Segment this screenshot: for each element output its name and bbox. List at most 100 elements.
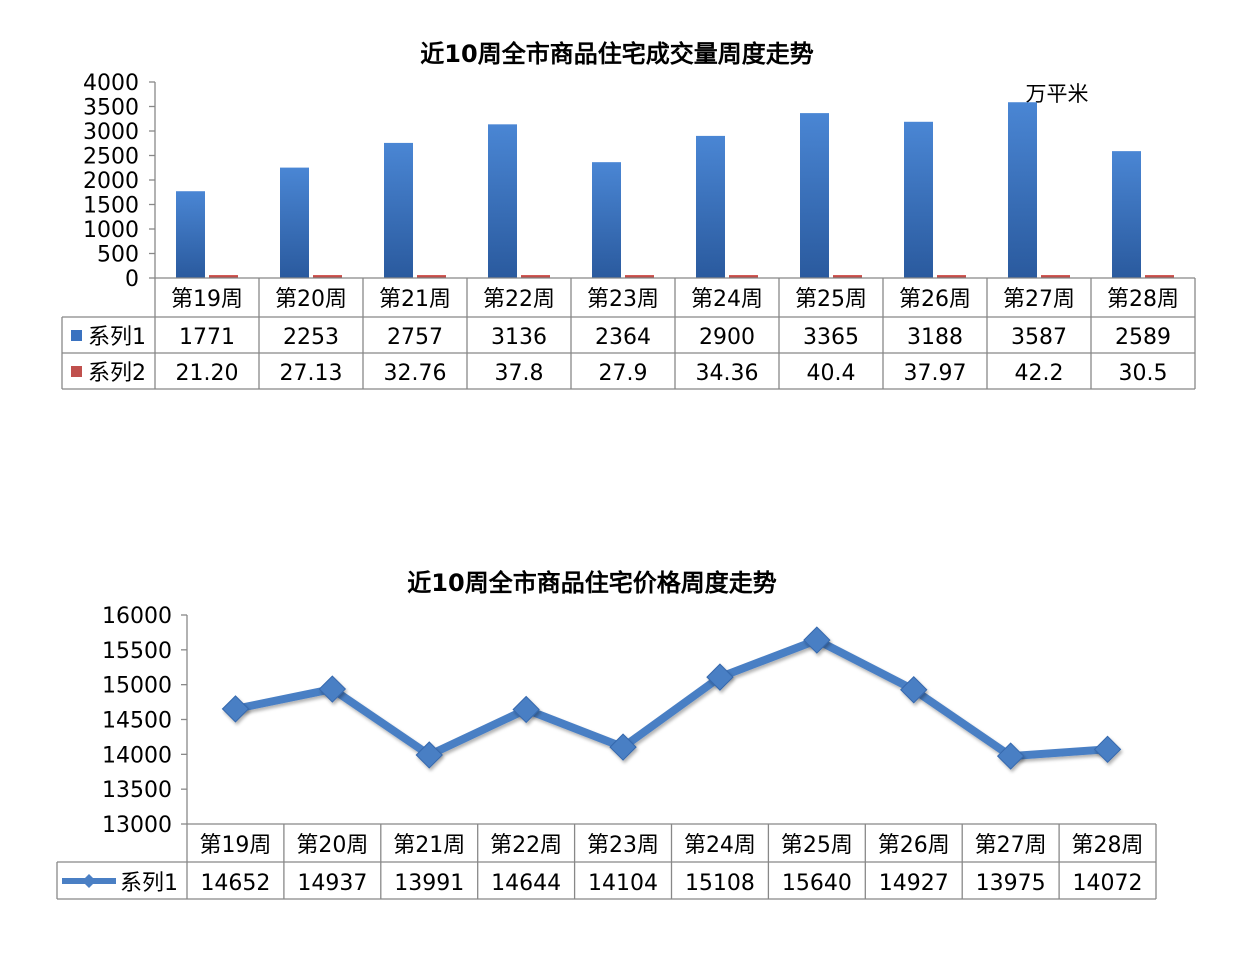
bar-chart-bars: [176, 102, 1174, 279]
data-label-series-1: 14644: [491, 871, 561, 896]
data-label-series-2: 32.76: [384, 361, 447, 386]
data-point-marker: [900, 676, 928, 704]
bar-series-2: [313, 275, 342, 278]
data-label-series-1: 3136: [491, 325, 547, 350]
data-label-series-1: 2364: [595, 325, 651, 350]
bar-series-1: [176, 191, 205, 278]
bar-chart-data-table: 第19周 1771 21.20 第20周 2253 27.13 第21周 2757 32.76 第…: [61, 277, 1196, 390]
data-label-series-2: 37.97: [904, 361, 967, 386]
x-category-label: 第19周: [199, 833, 271, 858]
x-category-label: 第25周: [795, 287, 867, 312]
unit-label: 万平米: [1026, 82, 1089, 106]
data-label-series-1: 1771: [179, 325, 235, 350]
x-category-label: 第20周: [275, 287, 347, 312]
y-tick-label: 1000: [83, 218, 139, 243]
data-point-marker: [318, 675, 347, 703]
bar-series-2: [1041, 275, 1070, 278]
legend-key-series-2: [71, 366, 82, 377]
x-category-label: 第22周: [490, 833, 562, 858]
legend-label-series-1: 系列1: [120, 871, 178, 896]
y-tick-label: 16000: [102, 604, 172, 629]
x-category-label: 第24周: [691, 287, 763, 312]
data-label-series-1: 14072: [1073, 871, 1143, 896]
bar-series-1: [904, 121, 933, 279]
x-category-label: 第27周: [1003, 287, 1075, 312]
data-label-series-1: 3587: [1011, 325, 1067, 350]
y-tick-label: 1500: [83, 194, 139, 219]
bar-series-2: [521, 275, 550, 278]
data-label-series-1: 2900: [699, 325, 755, 350]
data-label-series-2: 34.36: [696, 361, 759, 386]
data-label-series-1: 14927: [879, 871, 949, 896]
line-chart-series: [221, 626, 1122, 770]
bar-series-2: [937, 275, 966, 278]
data-label-series-1: 3365: [803, 325, 859, 350]
bar-series-2: [729, 275, 758, 278]
legend-label-series-2: 系列2: [88, 361, 146, 386]
data-point-marker: [803, 626, 831, 654]
x-category-label: 第28周: [1072, 833, 1144, 858]
data-label-series-1: 2757: [387, 325, 443, 350]
data-point-marker: [512, 695, 540, 724]
y-tick-label: 14500: [102, 709, 172, 734]
x-category-label: 第23周: [587, 287, 659, 312]
data-point-marker: [996, 742, 1025, 770]
y-tick-label: 14000: [102, 743, 172, 768]
bar-series-1: [384, 142, 413, 278]
bar-chart: 近10周全市商品住宅成交量周度走势 万平米 050010001500200025…: [61, 40, 1196, 390]
legend-key-series-1: [71, 330, 82, 341]
data-label-series-2: 27.9: [599, 361, 648, 386]
data-label-series-2: 21.20: [176, 361, 239, 386]
x-category-label: 第21周: [379, 287, 451, 312]
bar-series-2: [1145, 275, 1174, 278]
bar-series-1: [280, 167, 309, 278]
bar-series-1: [696, 135, 725, 278]
x-category-label: 第20周: [296, 833, 368, 858]
data-point-marker: [1093, 735, 1122, 764]
data-point-marker: [609, 733, 637, 761]
y-tick-label: 2500: [83, 145, 139, 170]
x-category-label: 第26周: [899, 287, 971, 312]
data-label-series-2: 37.8: [495, 361, 544, 386]
x-category-label: 第24周: [684, 833, 756, 858]
bar-series-1: [1112, 151, 1141, 278]
line-chart: 近10周全市商品住宅价格周度走势 13000 13500 14000 14500 150…: [56, 569, 1157, 900]
x-category-label: 第27周: [975, 833, 1047, 858]
data-point-marker: [706, 663, 734, 691]
data-label-series-2: 30.5: [1119, 361, 1168, 386]
y-tick-label: 4000: [83, 71, 139, 96]
data-label-series-1: 13991: [394, 871, 464, 896]
bar-series-1: [1008, 102, 1037, 278]
data-label-series-1: 3188: [907, 325, 963, 350]
legend-key-marker: [82, 874, 96, 888]
x-category-label: 第25周: [781, 833, 853, 858]
x-category-label: 第22周: [483, 287, 555, 312]
data-label-series-1: 14937: [297, 871, 367, 896]
bar-series-1: [592, 162, 621, 278]
y-tick-label: 500: [97, 243, 139, 268]
data-label-series-1: 14104: [588, 871, 658, 896]
data-label-series-2: 40.4: [807, 361, 856, 386]
data-label-series-2: 42.2: [1015, 361, 1064, 386]
y-tick-label: 3500: [83, 96, 139, 121]
bar-series-2: [209, 275, 238, 278]
y-tick-label: 13500: [102, 778, 172, 803]
y-tick-label: 2000: [83, 169, 139, 194]
data-label-series-2: 27.13: [280, 361, 343, 386]
data-label-series-1: 15108: [685, 871, 755, 896]
data-label-series-1: 2589: [1115, 325, 1171, 350]
bar-series-1: [488, 124, 517, 278]
line-chart-y-axis: 13000 13500 14000 14500 15000 15500 16000: [102, 604, 188, 838]
bar-series-1: [800, 113, 829, 279]
x-category-label: 第28周: [1107, 287, 1179, 312]
data-point-marker: [415, 741, 443, 769]
data-label-series-1: 14652: [200, 871, 270, 896]
y-tick-label: 15000: [102, 674, 172, 699]
line-chart-data-table: 第19周 14652 第20周 14937 第21周 13991 第22周 14644 第23周…: [56, 823, 1157, 900]
x-category-label: 第19周: [171, 287, 243, 312]
x-category-label: 第26周: [878, 833, 950, 858]
y-tick-label: 13000: [102, 813, 172, 838]
y-tick-label: 15500: [102, 639, 172, 664]
y-tick-label: 3000: [83, 120, 139, 145]
data-label-series-1: 13975: [976, 871, 1046, 896]
